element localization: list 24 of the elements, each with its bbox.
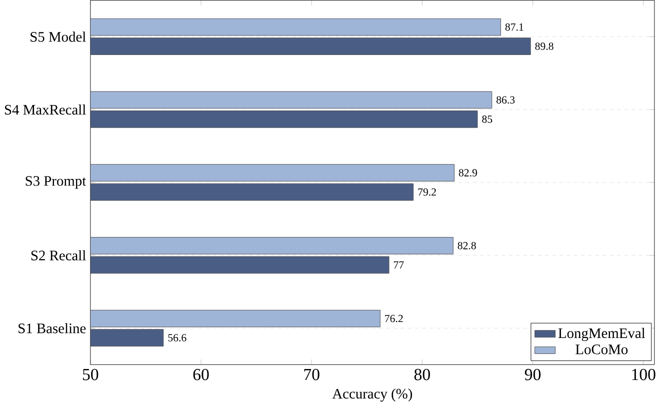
data-label: 87.1 [505, 24, 524, 31]
legend-label: LoCoMo [576, 344, 628, 354]
data-label: 86.3 [496, 96, 515, 104]
data-label: 76.2 [385, 315, 403, 322]
y-tick-label: S5 Model [30, 32, 86, 42]
data-label: 56.6 [168, 334, 186, 342]
x-tick-label: 70 [304, 369, 320, 380]
y-tick-label: S4 MaxRecall [4, 104, 86, 115]
data-label: 82.8 [458, 242, 476, 250]
x-tick-label: 60 [193, 369, 209, 380]
x-axis-title: Accuracy (%) [332, 388, 412, 402]
data-label: 77 [394, 262, 404, 269]
data-label: 82.9 [458, 169, 477, 177]
x-tick-label: 100 [632, 369, 656, 380]
y-tick-label: S3 Prompt [26, 176, 86, 189]
data-label: 79.2 [418, 188, 436, 196]
y-tick-label: S2 Recall [31, 250, 86, 261]
x-tick-label: 50 [82, 369, 98, 380]
data-label: 89.8 [535, 42, 554, 50]
data-label: 85 [482, 116, 492, 124]
legend-label: LongMemEval [558, 328, 646, 342]
y-tick-label: S1 Baseline [18, 323, 86, 334]
x-tick-label: 80 [414, 369, 430, 380]
x-tick-label: 90 [524, 369, 541, 380]
